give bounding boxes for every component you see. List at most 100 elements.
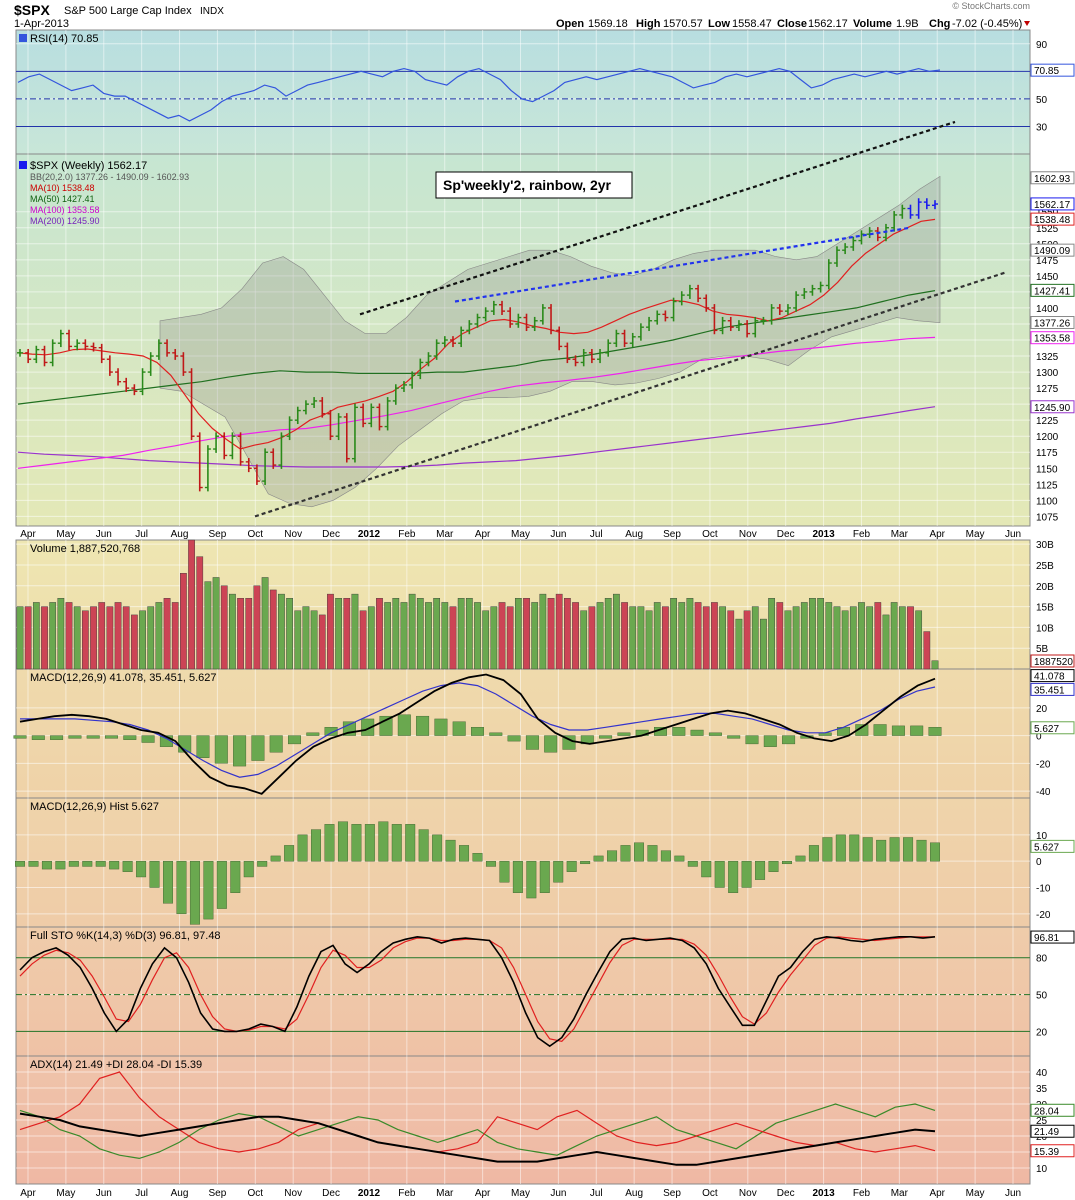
y-tick-label-volume: 10B (1036, 623, 1054, 634)
volume-bar (237, 598, 244, 670)
macd-hist-bar (701, 860, 712, 878)
volume-bar (310, 610, 318, 670)
last-value-box-price-0 (1030, 171, 1075, 185)
macd-hist-bar (916, 839, 927, 862)
macd-histogram-bar (50, 735, 64, 740)
macd-histogram-bar (727, 735, 741, 739)
last-value-box-price-1 (1030, 197, 1075, 211)
x-tick-label: Jul (135, 1188, 148, 1199)
macd-histogram-bar (507, 735, 521, 742)
last-value-label-macd-1: 35.451 (1034, 685, 1065, 696)
volume-bar (809, 598, 816, 670)
ma100-line (17, 336, 936, 469)
y-tick-label-adx: 10 (1036, 1164, 1048, 1175)
macd-hist-bar (741, 860, 752, 888)
x-tick-label: Nov (739, 1188, 757, 1199)
last-value-label-price-5: 1377.26 (1034, 319, 1071, 330)
macd-histogram-bar (324, 727, 338, 736)
x-tick-label: Nov (739, 529, 757, 540)
macd-histogram-bar (397, 714, 411, 736)
last-value-box-stochastic-0 (1030, 930, 1075, 944)
y-tick-label-volume: 15B (1036, 603, 1054, 614)
volume-bar (523, 598, 530, 670)
volume-bar (253, 585, 261, 670)
macd-hist-bar (55, 860, 66, 870)
macd-hist-bar (553, 860, 564, 883)
macd-hist-bar (324, 824, 335, 862)
macd-histogram-bar (86, 735, 100, 739)
macd-histogram-bar (599, 735, 613, 739)
x-tick-label: Oct (702, 529, 718, 540)
macd-hist-bar (808, 845, 819, 862)
macd-hist-bar (768, 860, 779, 872)
last-value-label-price-1: 1562.17 (1034, 200, 1071, 211)
macd-hist-bar (459, 845, 470, 862)
x-tick-label: Sep (663, 529, 681, 540)
macd-hist-bar (755, 860, 766, 880)
x-tick-label: May (966, 529, 985, 540)
macd-histogram-bar (68, 735, 82, 739)
macd-hist-bar (539, 860, 550, 893)
volume-bar (376, 598, 383, 670)
axis-labels: Apr Apr May May Jun Jun Jul Jul Aug Aug Sep Sep Oct O… (20, 40, 1075, 1199)
volume-bar (155, 602, 163, 670)
macd-hist-bar (109, 860, 120, 870)
x-tick-label: Feb (398, 529, 416, 540)
last-value-label-stochastic-0: 96.81 (1034, 933, 1059, 944)
macd-hist-bar (876, 839, 887, 862)
volume-bar (890, 602, 898, 670)
minus-di-line (19, 1071, 936, 1153)
macd-hist-bar (566, 860, 577, 872)
macd-hist-bar (499, 860, 510, 883)
macd-hist-bar (714, 860, 725, 888)
volume-bar (719, 606, 726, 670)
y-tick-label-macd_hist: 10 (1036, 831, 1048, 842)
x-tick-label: Apr (20, 529, 36, 540)
last-value-box-macd_hist-0 (1030, 839, 1075, 853)
macd-hist-bar (68, 860, 79, 867)
close-value: 1562.17 (808, 18, 848, 30)
volume-bar (506, 606, 514, 670)
chart-marks (13, 67, 1030, 1166)
volume-bar (327, 593, 334, 670)
x-tick-label: Aug (171, 529, 189, 540)
x-tick-label: 2012 (358, 1188, 381, 1199)
x-tick-label: Aug (625, 1188, 643, 1199)
macd-hist-bar (122, 860, 133, 872)
volume-bar (898, 606, 906, 670)
macd-hist-bar (28, 860, 39, 867)
upper-channel-trendline (359, 120, 956, 316)
y-tick-label-price: 1150 (1036, 464, 1058, 475)
volume-bar (245, 598, 253, 670)
macd-hist-bar (660, 850, 671, 862)
price-legend-ma100: MA(100) 1353.58 (30, 205, 100, 215)
macd-hist-bar (297, 834, 308, 862)
x-tick-label: May (511, 529, 530, 540)
x-tick-label: Dec (777, 1188, 795, 1199)
volume-bar (49, 602, 57, 670)
x-tick-label: May (511, 1188, 530, 1199)
x-tick-label: Sep (209, 1188, 227, 1199)
volume-bar (147, 606, 155, 670)
rsi-line (17, 67, 941, 122)
volume-bar (139, 610, 146, 670)
volume-bar (384, 602, 391, 670)
volume-bar (686, 598, 694, 670)
macd-hist-bar (512, 860, 523, 893)
y-tick-label-volume: 30B (1036, 540, 1054, 551)
price-legend-ma200: MA(200) 1245.90 (30, 216, 100, 226)
volume-bar (653, 602, 661, 670)
macd-histogram-bar (288, 735, 301, 745)
volume-bar (359, 610, 367, 670)
volume-legend: Volume 1,887,520,768 (30, 543, 140, 555)
volume-bar (180, 573, 187, 670)
y-tick-label-adx: 25 (1036, 1116, 1048, 1127)
x-tick-label: Dec (322, 529, 340, 540)
last-value-label-price-4: 1427.41 (1034, 286, 1071, 297)
macd-hist-bar (41, 860, 52, 870)
y-tick-label-volume: 25B (1036, 561, 1054, 572)
macd-histogram-bar (471, 727, 484, 736)
macd-hist-bar (472, 853, 483, 862)
volume-bar (841, 610, 849, 670)
macd-histogram-bar (269, 735, 283, 753)
